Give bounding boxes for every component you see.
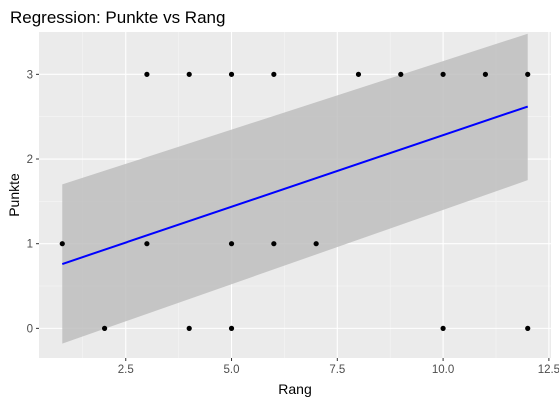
x-axis-label: Rang: [278, 381, 311, 397]
data-point: [525, 71, 531, 77]
y-tick-label: 1: [27, 239, 33, 251]
x-tick-label: 7.5: [329, 364, 345, 376]
data-point: [59, 241, 65, 247]
x-tick-label: 5.0: [224, 364, 240, 376]
y-axis-label: Punkte: [6, 173, 22, 217]
chart-title: Regression: Punkte vs Rang: [10, 8, 225, 27]
data-point: [144, 71, 150, 77]
data-point: [440, 325, 446, 331]
data-point: [144, 241, 150, 247]
data-point: [101, 325, 108, 331]
data-point: [313, 241, 319, 247]
x-axis: 2.5 5.0 7.5 10.0 12.5: [118, 358, 559, 376]
data-point: [228, 325, 235, 331]
data-point: [440, 71, 446, 77]
confidence-band: [62, 33, 528, 344]
data-point: [271, 241, 277, 247]
x-tick-label: 10.0: [432, 364, 454, 376]
data-point: [228, 71, 235, 77]
y-tick-label: 2: [27, 154, 33, 166]
data-point: [398, 71, 404, 77]
regression-line: [61, 105, 529, 265]
data-point: [482, 71, 489, 77]
data-point: [186, 325, 192, 331]
data-point: [271, 71, 277, 77]
y-tick-label: 3: [27, 69, 33, 81]
x-tick-label: 2.5: [118, 364, 134, 376]
data-point: [228, 241, 235, 247]
data-point: [186, 71, 192, 77]
data-points: [59, 71, 531, 331]
x-tick-label: 12.5: [538, 364, 559, 376]
y-tick-label: 0: [27, 323, 33, 335]
data-point: [525, 325, 531, 331]
data-point: [355, 71, 362, 77]
y-axis: 0 1 2 3: [27, 69, 39, 335]
